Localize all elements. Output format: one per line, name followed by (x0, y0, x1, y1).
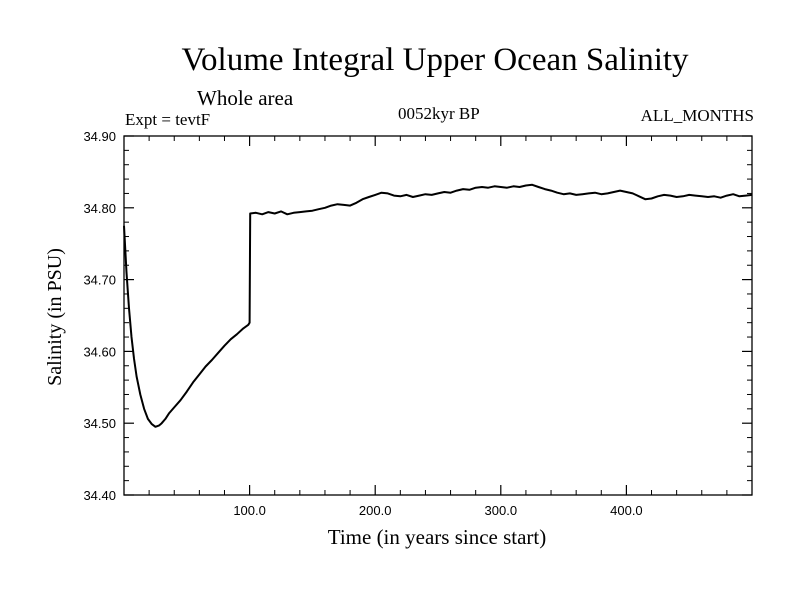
period-label: 0052kyr BP (398, 104, 480, 123)
y-tick-label: 34.90 (83, 129, 116, 144)
x-tick-label: 300.0 (485, 503, 518, 518)
y-tick-label: 34.80 (83, 201, 116, 216)
y-tick-label: 34.40 (83, 488, 116, 503)
chart-title: Volume Integral Upper Ocean Salinity (181, 42, 689, 78)
y-axis-ticks (124, 135, 752, 496)
y-tick-label: 34.70 (83, 273, 116, 288)
months-label: ALL_MONTHS (640, 106, 754, 125)
chart-subtitle: Whole area (197, 86, 294, 110)
y-tick-label: 34.50 (83, 416, 116, 431)
x-tick-label: 100.0 (233, 503, 266, 518)
y-tick-label: 34.60 (83, 344, 116, 359)
x-axis-ticks (148, 136, 728, 495)
x-tick-label: 200.0 (359, 503, 392, 518)
experiment-label: Expt = tevtF (125, 110, 211, 129)
y-axis-tick-labels: 34.40 34.50 34.60 34.70 34.80 34.90 (83, 129, 116, 503)
plot-frame (123, 135, 753, 496)
x-axis-label: Time (in years since start) (328, 525, 547, 549)
x-axis-tick-labels: 100.0 200.0 300.0 400.0 (233, 503, 642, 518)
x-tick-label: 400.0 (610, 503, 643, 518)
series-line (123, 183, 753, 428)
y-axis-label: Salinity (in PSU) (44, 248, 66, 386)
